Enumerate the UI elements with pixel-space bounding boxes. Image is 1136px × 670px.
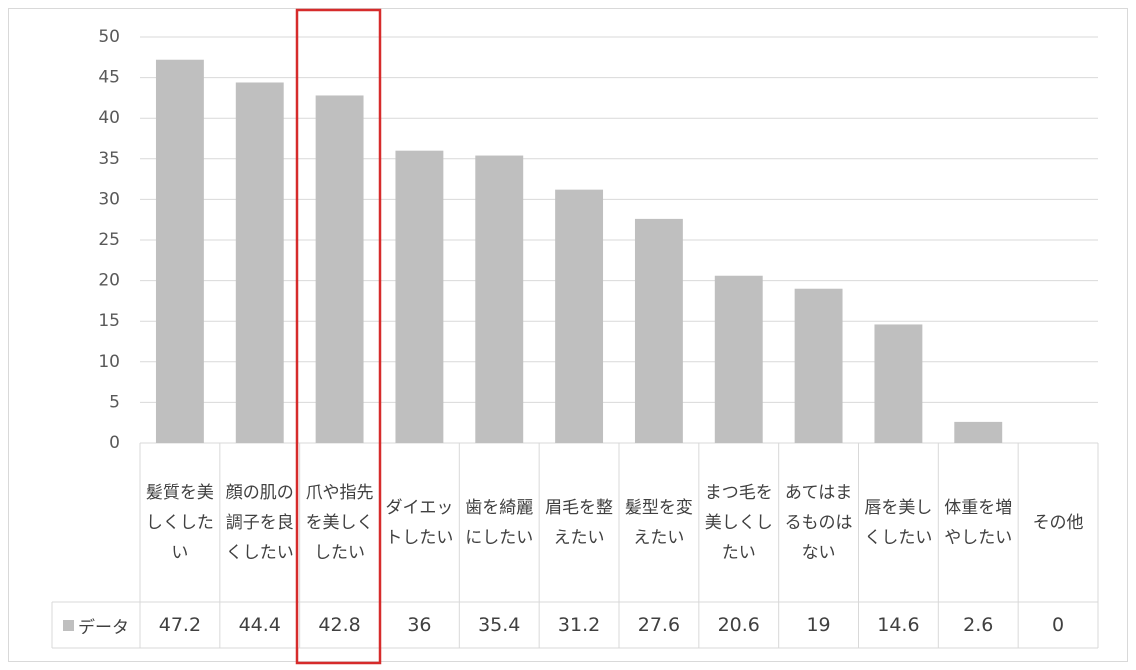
bar [235,82,284,444]
category-label: まつ毛を美しくしたい [704,482,773,563]
y-tick-label: 35 [98,149,120,169]
category-label: 唇を美しくしたい [864,497,933,548]
y-tick-label: 0 [109,433,120,453]
bar [395,150,444,443]
category-label: 歯を綺麗にしたい [465,497,534,548]
category-label: 眉毛を整えたい [545,497,614,548]
bar [475,155,524,443]
bar [714,275,763,443]
y-tick-label: 15 [98,311,120,331]
category-label: あてはまるものはない [784,482,853,563]
y-tick-label: 40 [98,108,120,128]
category-label: その他 [1032,512,1084,533]
table-value: 27.6 [637,614,681,636]
category-label: 髪質を美しくしたい [145,482,214,563]
chart-border [8,8,1128,662]
y-tick-label: 10 [98,352,120,372]
category-label: 体重を増やしたい [944,497,1013,548]
category-label: 爪や指先を美しくしたい [305,482,374,563]
table-value: 0 [1052,614,1065,636]
y-tick-label: 20 [98,271,120,291]
table-value: 19 [806,614,831,636]
bar [155,59,204,444]
bar [794,288,843,443]
legend-swatch [63,619,74,631]
legend-label: データ [78,617,129,638]
y-tick-label: 5 [109,392,120,412]
table-value: 42.8 [318,614,361,636]
legend-entry: データ [52,602,140,648]
y-tick-label: 30 [98,189,120,209]
table-value: 44.4 [238,614,281,636]
y-tick-label: 50 [98,27,120,47]
y-tick-label: 25 [98,230,120,250]
category-label: 髪型を変えたい [624,497,693,548]
bar [874,324,923,443]
bar [315,95,364,444]
category-label: ダイエットしたい [385,497,454,548]
bar [634,218,683,443]
bar [555,189,604,443]
table-value: 2.6 [963,614,994,636]
table-value: 20.6 [717,614,760,636]
table-value: 47.2 [158,614,202,636]
y-tick-label: 45 [98,68,120,88]
category-label: 顔の肌の調子を良くしたい [225,482,294,563]
table-value: 35.4 [478,614,521,636]
table-value: 31.2 [557,614,601,636]
table-value: 36 [407,614,432,636]
table-value: 14.6 [877,614,920,636]
bar [954,421,1003,443]
